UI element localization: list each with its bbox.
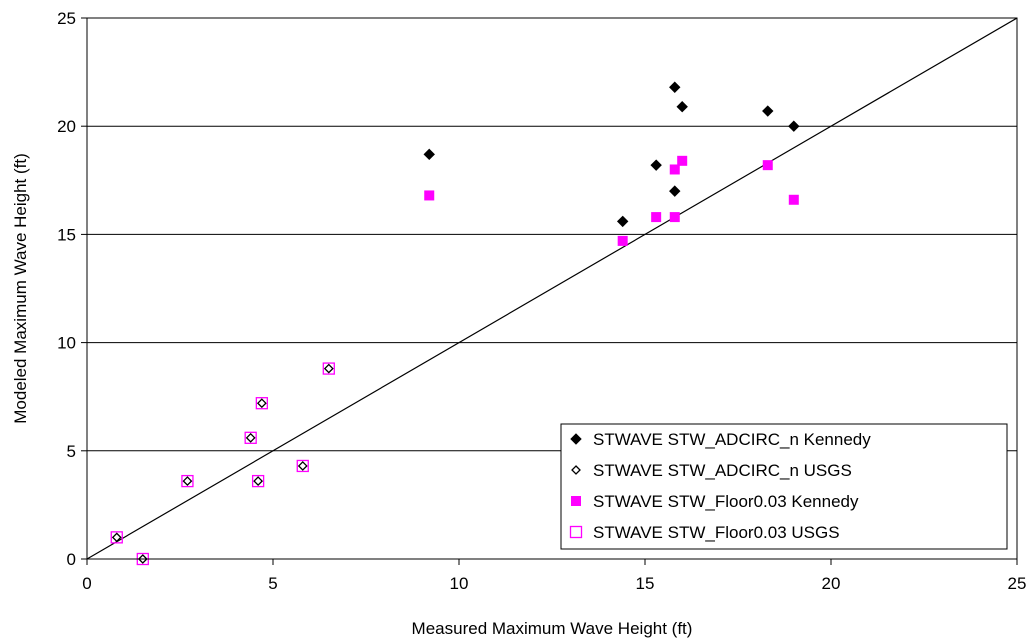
point-s3-2 [181, 474, 194, 488]
x-tick-label-3: 15 [636, 574, 655, 593]
x-tick-label-4: 20 [822, 574, 841, 593]
legend-marker-0 [570, 433, 582, 445]
x-tick-label-2: 10 [450, 574, 469, 593]
series-0 [423, 81, 800, 228]
y-tick-label-4: 20 [57, 117, 76, 136]
series-2 [424, 155, 799, 246]
point-s0-2 [650, 159, 662, 171]
point-s3-4 [251, 474, 265, 488]
point-s1-3 [245, 432, 256, 443]
point-s0-3 [669, 81, 681, 93]
axis-ticks: 0 5 10 15 20 25 0 5 10 15 20 25 [57, 9, 1026, 593]
y-tick-label-2: 10 [57, 334, 76, 353]
point-s0-5 [676, 101, 688, 113]
y-tick-label-1: 5 [67, 442, 76, 461]
point-s2-4 [669, 212, 680, 223]
series-3 [110, 362, 335, 566]
reference-line-y-equals-x [86, 17, 1018, 560]
reference-line-group [86, 17, 1018, 560]
point-s0-6 [762, 105, 774, 117]
legend: STWAVE STW_ADCIRC_n Kennedy STWAVE STW_AD… [560, 423, 1008, 550]
point-s2-1 [617, 235, 628, 246]
legend-box [560, 423, 1008, 550]
point-s3-0 [110, 531, 123, 544]
x-axis-title: Measured Maximum Wave Height (ft) [412, 619, 693, 638]
y-tick-label-5: 25 [57, 9, 76, 28]
series-1 [111, 363, 334, 564]
point-s1-5 [256, 398, 267, 409]
point-s1-0 [111, 532, 122, 543]
point-s2-5 [677, 155, 688, 166]
point-s1-2 [182, 476, 193, 487]
x-tick-label-1: 5 [268, 574, 277, 593]
point-s2-2 [651, 212, 662, 223]
point-s2-7 [788, 194, 799, 205]
y-axis-title: Modeled Maximum Wave Height (ft) [11, 153, 30, 424]
point-s1-4 [253, 476, 264, 487]
legend-label-3: STWAVE STW_Floor0.03 USGS [593, 523, 840, 542]
plot-area-border [86, 17, 1018, 560]
x-tick-label-0: 0 [82, 574, 91, 593]
legend-label-1: STWAVE STW_ADCIRC_n USGS [593, 461, 852, 480]
legend-label-0: STWAVE STW_ADCIRC_n Kennedy [593, 430, 871, 449]
point-s0-4 [669, 185, 681, 197]
point-s3-6 [296, 459, 309, 473]
point-s2-6 [762, 160, 773, 171]
point-s3-3 [244, 431, 257, 444]
point-s3-7 [322, 362, 335, 375]
legend-label-2: STWAVE STW_Floor0.03 Kennedy [593, 492, 859, 511]
legend-marker-3 [569, 525, 583, 539]
data-points [110, 81, 800, 566]
legend-marker-1 [571, 465, 581, 475]
point-s2-0 [424, 190, 435, 201]
x-tick-label-5: 25 [1008, 574, 1027, 593]
point-s0-1 [616, 215, 629, 228]
y-tick-label-0: 0 [67, 550, 76, 569]
y-tick-label-3: 15 [57, 225, 76, 244]
point-s3-5 [255, 397, 268, 410]
point-s0-0 [423, 148, 435, 161]
point-s0-7 [788, 120, 800, 132]
legend-marker-2 [571, 496, 581, 506]
point-s2-3 [669, 164, 680, 175]
point-s1-6 [297, 461, 308, 471]
point-s1-7 [323, 363, 334, 374]
